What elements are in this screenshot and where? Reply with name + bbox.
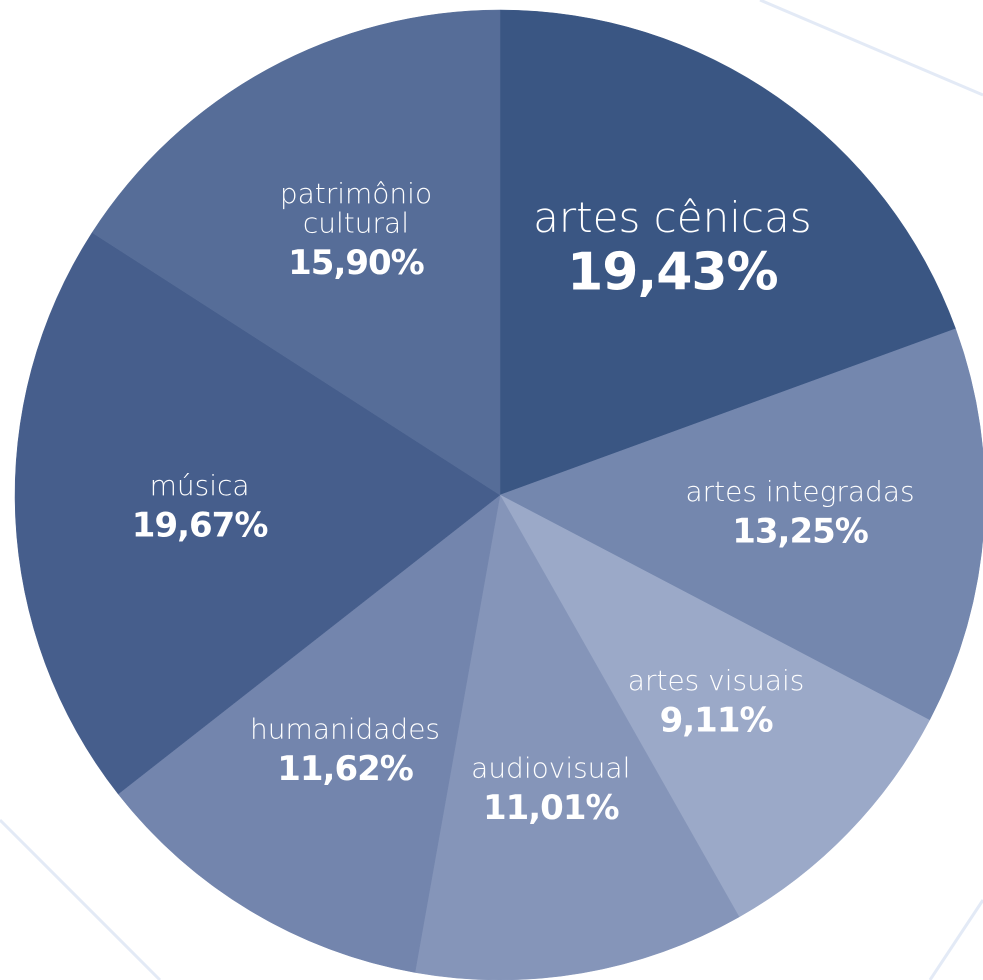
pie-slice [499,9,956,496]
category-label: artes cênicas [533,193,811,242]
category-label: artes integradas [685,475,914,508]
pie-slice [117,494,501,973]
category-line: cultural [303,206,409,239]
value-label: 15,90% [288,243,424,283]
decor-line [928,899,983,980]
decor-line [0,818,162,980]
value-label: 11,01% [483,788,619,828]
pie-slice [499,328,983,721]
category-label: música [150,469,250,502]
category-label: humanidades [250,713,440,746]
value-label: 13,25% [732,511,868,551]
pie-slice [91,9,501,496]
category-label: patrimônio cultural [280,177,432,239]
slice-label: audiovisual 11,01% [471,751,630,828]
category-line: patrimônio [280,177,432,210]
slice-label: artes visuais 9,11% [628,664,805,741]
pie-slice [499,494,930,918]
value-label: 19,43% [567,243,778,303]
decor-line [759,0,983,97]
pie-slice [414,494,740,980]
pie-slice [14,232,501,795]
category-label: artes visuais [628,664,805,697]
value-label: 9,11% [660,701,773,741]
category-label: audiovisual [471,751,630,784]
value-label: 19,67% [132,505,268,545]
value-label: 11,62% [277,749,413,789]
